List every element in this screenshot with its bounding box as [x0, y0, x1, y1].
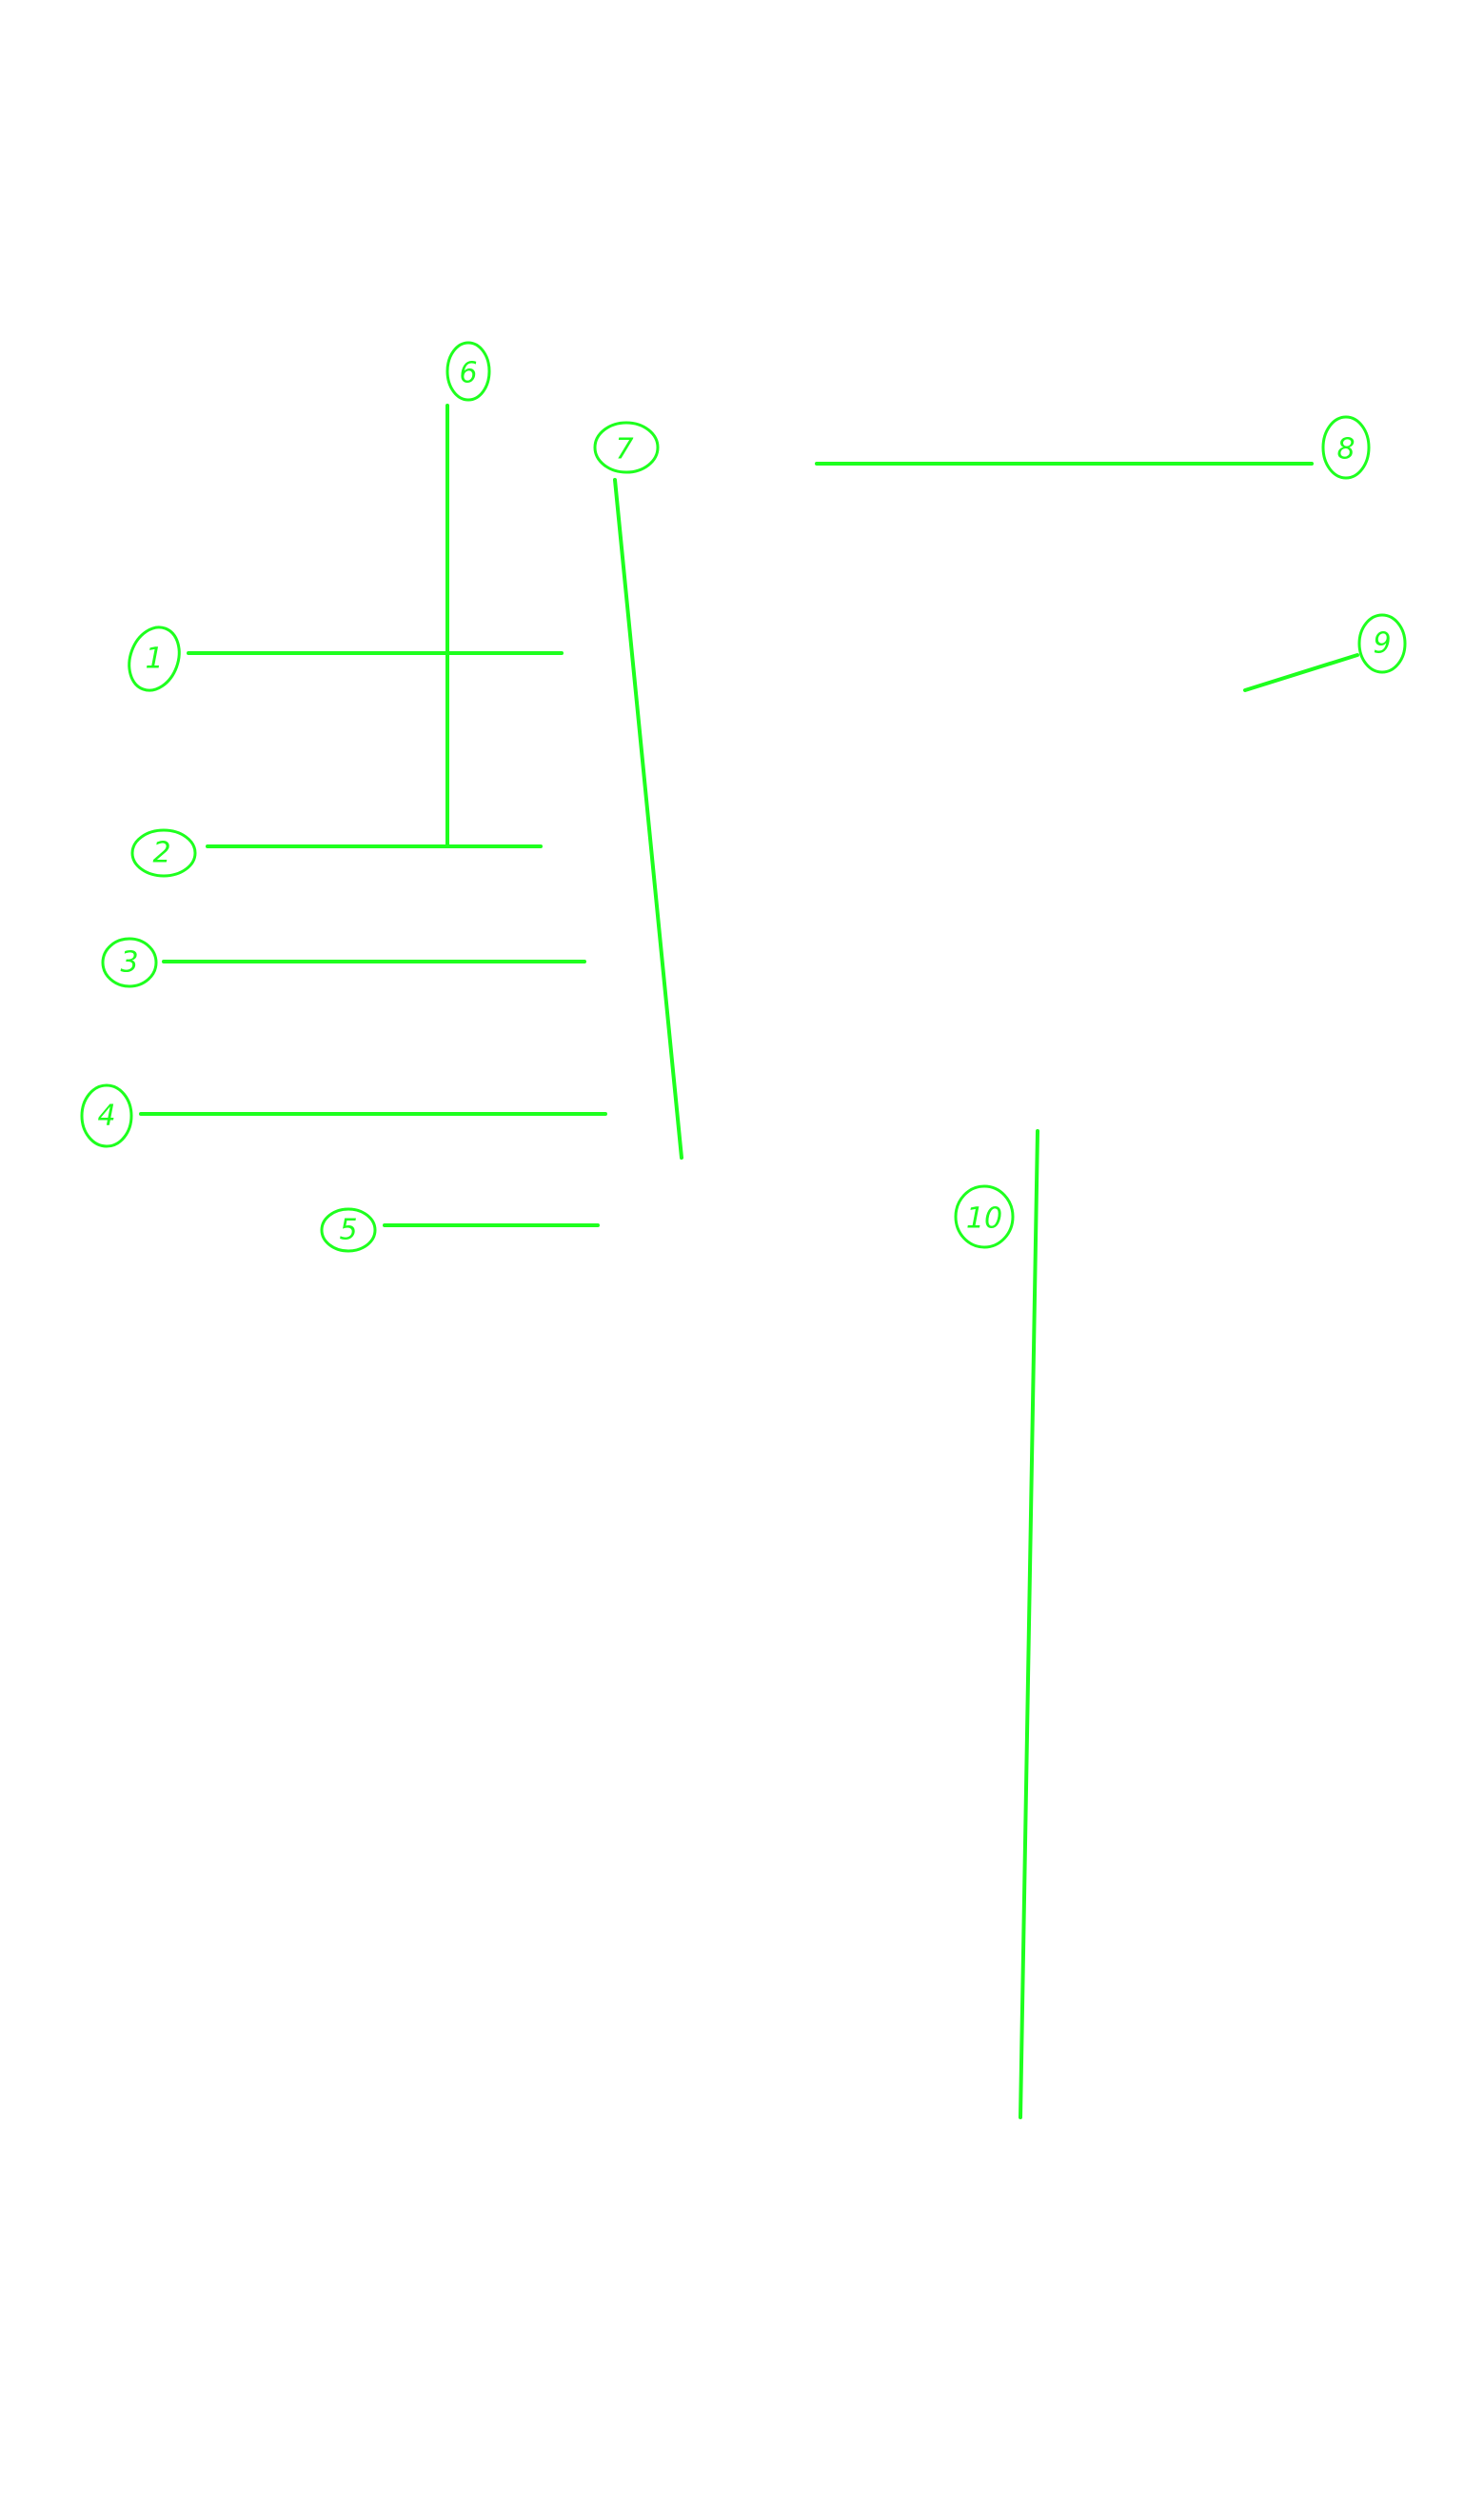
callout-1-marker [128, 626, 181, 692]
callout-6: 6 [445, 341, 491, 847]
callout-5-marker [320, 1207, 377, 1253]
callout-7: 7 [593, 421, 683, 1160]
callout-10-number: 10 [966, 1202, 1002, 1236]
callout-3-marker [101, 937, 158, 988]
callout-10-leader-line [1019, 1129, 1039, 2119]
callout-10: 10 [954, 1129, 1039, 2119]
callout-5-number: 5 [339, 1214, 357, 1247]
callout-1: 1 [128, 626, 564, 692]
callout-3-number: 3 [120, 946, 138, 980]
callout-7-marker [593, 421, 660, 474]
callout-7-number: 7 [615, 433, 633, 467]
callout-10-marker [954, 1184, 1015, 1249]
callout-6-number: 6 [459, 357, 477, 390]
callout-2: 2 [130, 828, 543, 878]
callout-4-number: 4 [97, 1100, 115, 1133]
callout-3: 3 [101, 937, 586, 988]
callout-4-marker [80, 1083, 133, 1148]
callout-9-leader-line [1243, 653, 1359, 692]
callout-1-number: 1 [145, 643, 163, 676]
callout-9-marker [1357, 613, 1407, 674]
callout-5: 5 [320, 1207, 600, 1253]
callout-8: 8 [815, 415, 1371, 480]
callout-2-number: 2 [152, 837, 170, 870]
callout-8-marker [1321, 415, 1371, 480]
callout-8-number: 8 [1336, 433, 1355, 467]
callout-4: 4 [80, 1083, 607, 1148]
callout-9-number: 9 [1373, 627, 1391, 661]
callout-9: 9 [1243, 613, 1407, 692]
callout-6-marker [445, 341, 491, 402]
callout-2-marker [130, 828, 197, 878]
callout-7-leader-line [613, 478, 683, 1160]
